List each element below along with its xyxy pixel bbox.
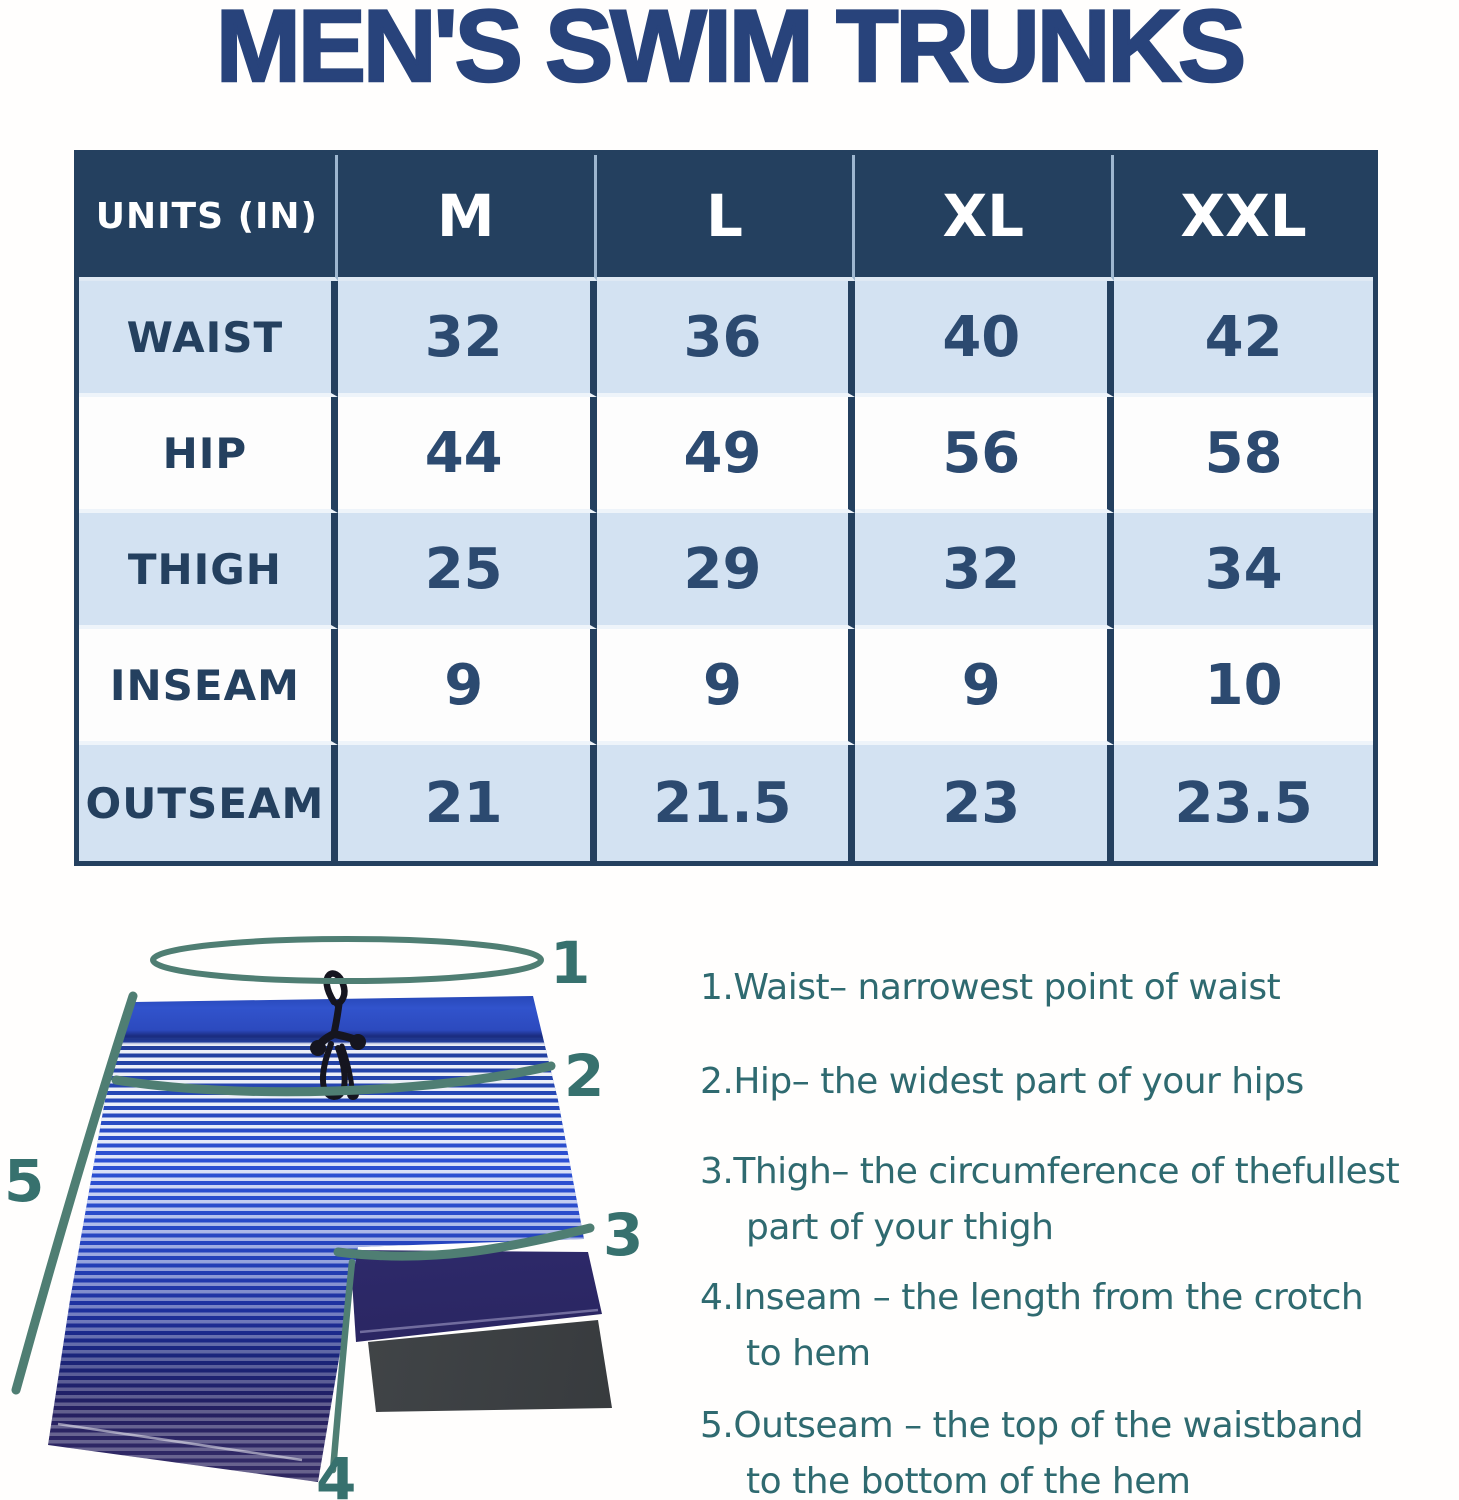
note-hip: 2.Hip– the widest part of your hips — [700, 1054, 1459, 1110]
drawstring — [310, 970, 366, 1101]
marker-4-inseam: 4 — [316, 1445, 357, 1500]
cell-hip-xxl: 58 — [1114, 397, 1373, 513]
cell-inseam-xxl: 10 — [1114, 629, 1373, 745]
cell-outseam-xxl: 23.5 — [1114, 745, 1373, 861]
marker-3-thigh: 3 — [603, 1201, 644, 1269]
note-line: to hem — [746, 1333, 871, 1374]
size-table: UNITS (IN) M L XL XXL WAIST 32 36 40 42 … — [74, 150, 1378, 866]
row-label-waist: WAIST — [79, 281, 338, 397]
cell-waist-l: 36 — [596, 281, 856, 397]
note-inseam: 4.Inseam – the length from the crotch to… — [700, 1270, 1459, 1382]
note-line: 2.Hip– the widest part of your hips — [700, 1061, 1304, 1102]
cell-hip-m: 44 — [337, 397, 597, 513]
note-thigh: 3.Thigh– the circumference of thefullest… — [700, 1144, 1459, 1256]
table-header-xl: XL — [855, 155, 1115, 281]
row-label-inseam: INSEAM — [79, 629, 338, 745]
cell-waist-m: 32 — [337, 281, 597, 397]
marker-1-waist: 1 — [550, 929, 591, 997]
cell-waist-xl: 40 — [855, 281, 1115, 397]
thigh-measure-line — [333, 1223, 595, 1261]
cell-waist-xxl: 42 — [1114, 281, 1373, 397]
note-outseam: 5.Outseam – the top of the waistband to … — [700, 1398, 1459, 1500]
cell-hip-xl: 56 — [855, 397, 1115, 513]
waist-measure-ellipse — [150, 936, 544, 984]
cell-outseam-xl: 23 — [855, 745, 1115, 861]
liner-hem-stitch — [359, 1308, 599, 1334]
measurement-notes: 1.Waist– narrowest point of waist 2.Hip–… — [700, 960, 1459, 1500]
cell-outseam-m: 21 — [337, 745, 597, 861]
cell-thigh-xxl: 34 — [1114, 513, 1373, 629]
trunks-measurement-diagram: 1 2 3 4 5 — [0, 930, 680, 1500]
cell-hip-l: 49 — [596, 397, 856, 513]
cell-inseam-l: 9 — [596, 629, 856, 745]
cell-inseam-xl: 9 — [855, 629, 1115, 745]
page-title: MEN'S SWIM TRUNKS — [215, 0, 1248, 103]
marker-2-hip: 2 — [564, 1042, 605, 1110]
measurement-lines — [11, 936, 599, 1474]
note-line: to the bottom of the hem — [746, 1461, 1191, 1500]
row-label-hip: HIP — [79, 397, 338, 513]
inseam-measure-line — [329, 1258, 356, 1474]
cell-thigh-xl: 32 — [855, 513, 1115, 629]
row-label-thigh: THIGH — [79, 513, 338, 629]
note-waist: 1.Waist– narrowest point of waist — [700, 960, 1459, 1016]
marker-5-outseam: 5 — [4, 1147, 45, 1215]
table-header-l: L — [596, 155, 856, 281]
table-header-units: UNITS (IN) — [79, 155, 338, 281]
table-header-m: M — [337, 155, 597, 281]
table-header-xxl: XXL — [1114, 155, 1373, 281]
note-line: 3.Thigh– the circumference of thefullest — [700, 1151, 1400, 1192]
cell-inseam-m: 9 — [337, 629, 597, 745]
cell-thigh-l: 29 — [596, 513, 856, 629]
outseam-measure-line — [11, 991, 138, 1395]
note-line: 5.Outseam – the top of the waistband — [700, 1405, 1364, 1446]
hip-measure-line — [111, 1061, 556, 1097]
note-line: part of your thigh — [746, 1207, 1054, 1248]
cell-thigh-m: 25 — [337, 513, 597, 629]
row-label-outseam: OUTSEAM — [79, 745, 338, 861]
cell-outseam-l: 21.5 — [596, 745, 856, 861]
note-line: 4.Inseam – the length from the crotch — [700, 1277, 1364, 1318]
note-line: 1.Waist– narrowest point of waist — [700, 967, 1281, 1008]
left-hem-stitch — [57, 1422, 303, 1462]
